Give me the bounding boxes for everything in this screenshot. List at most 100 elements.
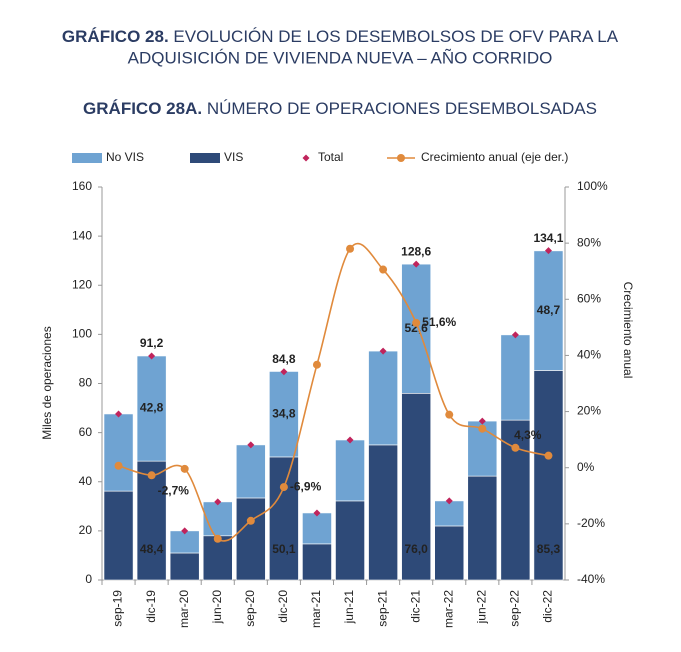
bar-segment xyxy=(533,250,564,371)
bar-segment xyxy=(368,350,398,446)
value-label: 50,1 xyxy=(272,542,296,556)
growth-point xyxy=(213,534,222,543)
value-label: 42,8 xyxy=(140,401,164,415)
y-axis-label: Miles de operaciones xyxy=(40,326,54,439)
bar-segment xyxy=(103,490,134,581)
subtitle-line: GRÁFICO 28A. NÚMERO DE OPERACIONES DESEM… xyxy=(83,99,597,118)
y2-tick-label: 80% xyxy=(577,235,601,249)
y-tick-label: 100 xyxy=(72,327,92,341)
x-tick-label: dic-19 xyxy=(144,590,158,623)
x-tick-label: mar-20 xyxy=(177,590,191,628)
y2-axis-label: Crecimiento anual xyxy=(621,282,635,379)
legend-swatch xyxy=(302,154,310,162)
growth-point xyxy=(312,360,321,369)
subtitle-prefix: GRÁFICO 28A. xyxy=(83,99,202,118)
bar-segment xyxy=(302,543,332,581)
chart-title: EVOLUCIÓN DE LOS DESEMBOLSOS DE OFV PARA… xyxy=(173,27,618,46)
x-tick-label: dic-22 xyxy=(541,590,555,623)
total-marker xyxy=(412,260,420,268)
growth-point xyxy=(114,461,123,470)
value-label: 48,4 xyxy=(140,542,164,556)
growth-label: -2,7% xyxy=(158,483,190,497)
y2-tick-label: -20% xyxy=(577,516,605,530)
total-marker xyxy=(214,498,222,506)
total-marker xyxy=(280,368,288,376)
y2-tick-label: 40% xyxy=(577,348,601,362)
y-tick-label: 40 xyxy=(79,474,93,488)
total-marker xyxy=(511,331,519,339)
y-tick-label: 160 xyxy=(72,179,92,193)
x-tick-label: sep-20 xyxy=(243,590,257,627)
x-tick-label: mar-21 xyxy=(309,590,323,628)
growth-point xyxy=(445,410,454,419)
bar-segment xyxy=(500,334,531,421)
x-tick-label: mar-22 xyxy=(441,590,455,628)
growth-point xyxy=(379,265,388,274)
growth-label: 4,3% xyxy=(514,428,542,442)
value-label: 85,3 xyxy=(537,542,561,556)
growth-point xyxy=(147,471,156,480)
value-label: 34,8 xyxy=(272,406,296,420)
chart-title-line: GRÁFICO 28. EVOLUCIÓN DE LOS DESEMBOLSOS… xyxy=(62,27,619,46)
total-label: 84,8 xyxy=(272,352,296,366)
bar-segment xyxy=(169,552,200,581)
x-tick-label: jun-20 xyxy=(210,590,224,625)
growth-label: -6,9% xyxy=(290,479,322,493)
legend-swatch xyxy=(190,153,220,163)
y-tick-label: 80 xyxy=(79,376,93,390)
bar-segment xyxy=(434,525,465,581)
bar-segment xyxy=(235,497,266,581)
growth-line xyxy=(118,242,549,542)
bar-segment xyxy=(202,535,233,581)
total-label: 128,6 xyxy=(401,244,431,258)
growth-point xyxy=(246,516,255,525)
bar-segment xyxy=(269,456,299,581)
growth-point xyxy=(346,244,355,253)
bar-segment xyxy=(136,355,167,462)
total-marker xyxy=(148,352,156,360)
total-label: 91,2 xyxy=(140,336,164,350)
growth-point xyxy=(544,451,553,460)
bar-segment xyxy=(467,475,498,581)
value-label: 52,6 xyxy=(404,321,428,335)
bar-segment xyxy=(103,413,134,492)
bar-segment xyxy=(335,439,365,502)
x-tick-label: dic-21 xyxy=(408,590,422,623)
y2-tick-label: 20% xyxy=(577,404,601,418)
growth-label: 51,6% xyxy=(422,315,456,329)
total-marker xyxy=(544,247,552,255)
legend-swatch xyxy=(397,154,405,162)
growth-point xyxy=(180,464,189,473)
bar-segment xyxy=(302,512,332,545)
y-tick-label: 20 xyxy=(79,523,93,537)
bar-segment xyxy=(533,370,564,581)
value-label: 76,0 xyxy=(404,542,428,556)
x-tick-label: sep-19 xyxy=(111,590,125,627)
y-tick-label: 60 xyxy=(79,425,93,439)
total-marker xyxy=(346,436,354,444)
legend-label: VIS xyxy=(224,150,243,164)
legend-label: No VIS xyxy=(106,150,144,164)
x-tick-label: dic-20 xyxy=(276,590,290,623)
legend-swatch xyxy=(72,153,102,163)
bar-segment xyxy=(235,444,266,499)
bar-segment xyxy=(269,371,299,458)
x-tick-label: jun-22 xyxy=(474,590,488,625)
y2-tick-label: 0% xyxy=(577,460,595,474)
value-label: 48,7 xyxy=(537,303,561,317)
x-tick-label: jun-21 xyxy=(342,590,356,625)
y2-tick-label: 60% xyxy=(577,291,601,305)
y-tick-label: 120 xyxy=(72,277,92,291)
total-marker xyxy=(313,509,321,517)
y-tick-label: 0 xyxy=(85,572,92,586)
growth-point xyxy=(478,424,487,433)
bar-segment xyxy=(202,501,233,537)
x-tick-label: sep-21 xyxy=(375,590,389,627)
bar-segment xyxy=(368,444,398,581)
total-marker xyxy=(181,527,189,535)
subtitle: NÚMERO DE OPERACIONES DESEMBOLSADAS xyxy=(207,99,597,118)
total-marker xyxy=(478,417,486,425)
legend-label: Crecimiento anual (eje der.) xyxy=(421,150,568,164)
total-marker xyxy=(445,497,453,505)
